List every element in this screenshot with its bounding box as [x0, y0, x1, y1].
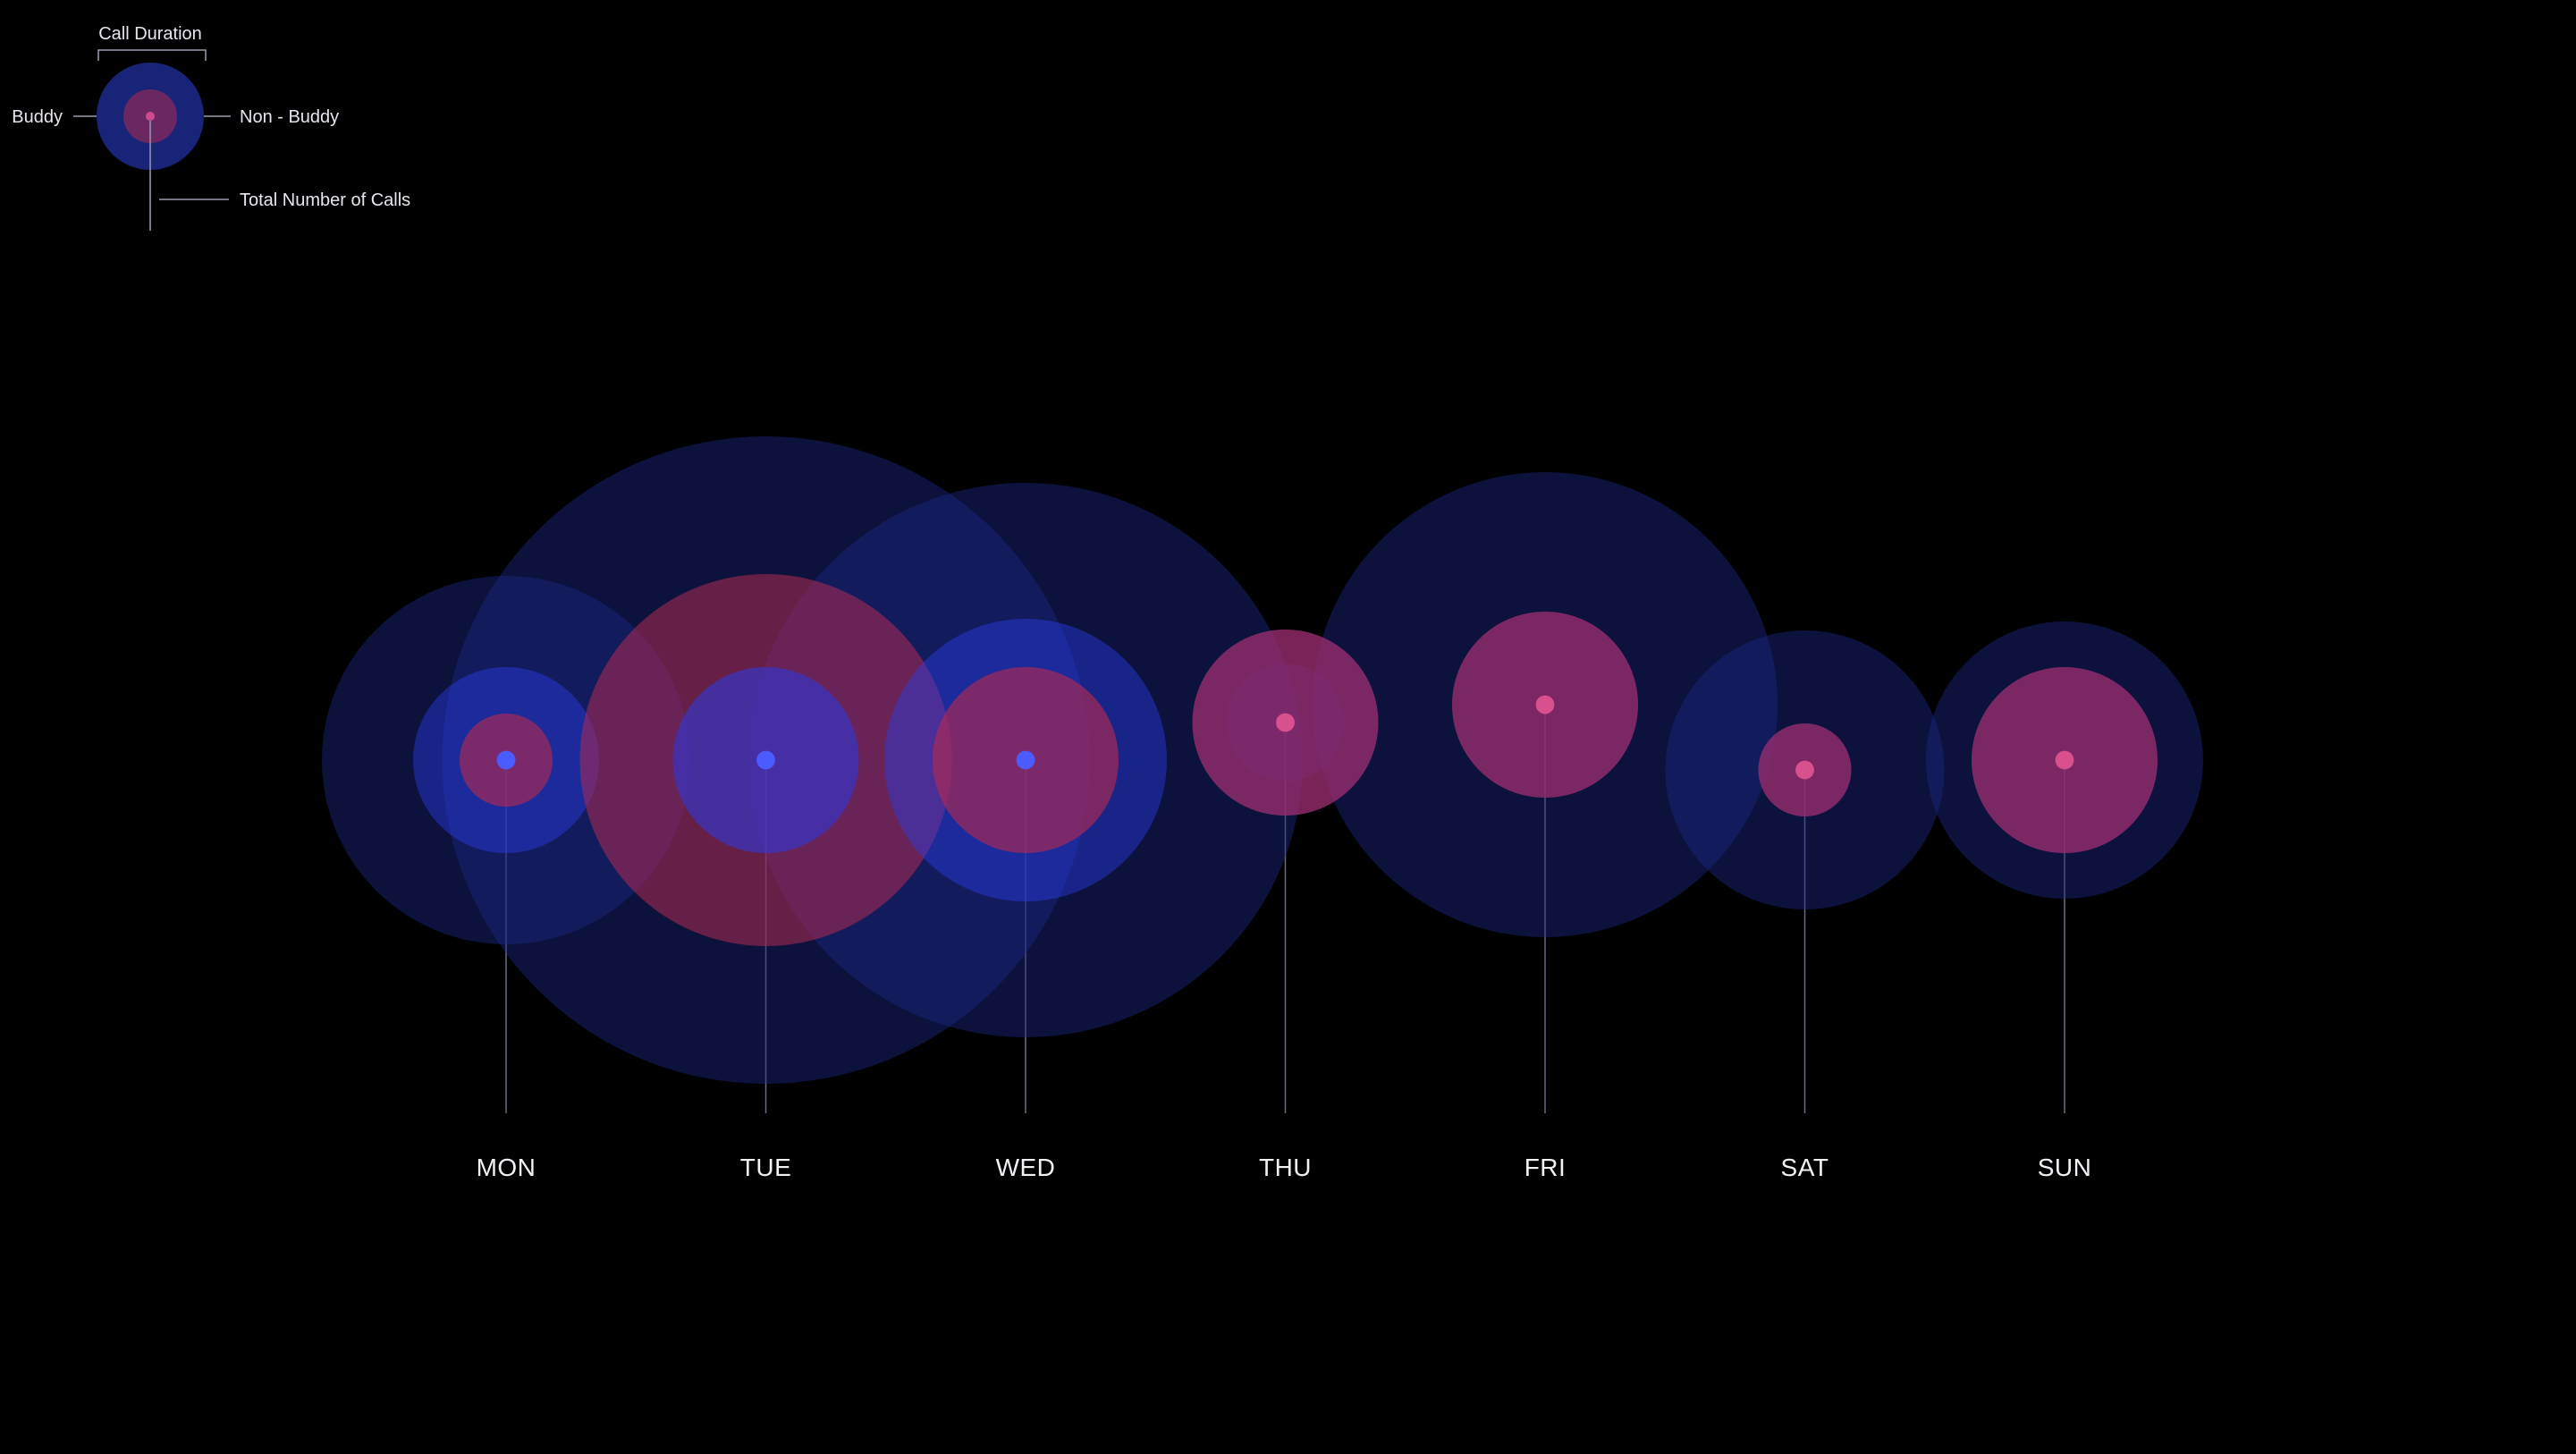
day-label-sun: SUN	[2038, 1154, 2092, 1181]
total-calls-dot-wed	[1016, 750, 1035, 770]
legend-call-duration-label: Call Duration	[98, 24, 202, 44]
total-calls-dot-tue	[756, 750, 775, 770]
day-label-tue: TUE	[740, 1154, 792, 1181]
legend-non-buddy-label: Non - Buddy	[240, 107, 339, 127]
day-label-sat: SAT	[1781, 1154, 1829, 1181]
day-label-mon: MON	[477, 1154, 536, 1181]
total-calls-dot-mon	[496, 750, 516, 770]
legend-dot	[146, 112, 155, 121]
total-calls-dots	[496, 695, 2074, 780]
day-label-wed: WED	[996, 1154, 1056, 1181]
legend-total-calls-label: Total Number of Calls	[240, 190, 410, 210]
total-calls-dot-fri	[1535, 695, 1555, 714]
legend: Call Duration Buddy Non - Buddy Total Nu…	[12, 24, 410, 231]
legend-buddy-label: Buddy	[12, 107, 63, 127]
total-calls-dot-thu	[1276, 713, 1295, 732]
total-calls-dot-sat	[1795, 760, 1814, 780]
day-label-thu: THU	[1259, 1154, 1312, 1181]
day-labels: MON TUE WED THU FRI SAT SUN	[477, 1154, 2092, 1181]
day-label-fri: FRI	[1524, 1154, 1567, 1181]
total-calls-dot-sun	[2055, 750, 2074, 770]
legend-duration-bracket	[97, 49, 207, 61]
